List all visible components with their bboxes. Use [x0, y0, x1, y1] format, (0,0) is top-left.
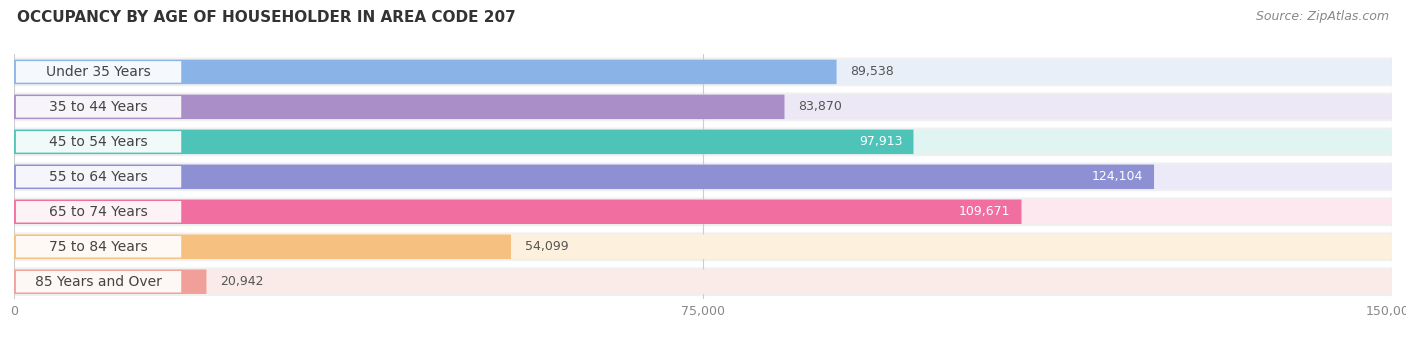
FancyBboxPatch shape	[14, 130, 914, 154]
Text: 75 to 84 Years: 75 to 84 Years	[49, 240, 148, 254]
FancyBboxPatch shape	[14, 165, 1392, 189]
FancyBboxPatch shape	[14, 128, 1392, 156]
FancyBboxPatch shape	[14, 267, 1392, 296]
FancyBboxPatch shape	[14, 57, 1392, 86]
FancyBboxPatch shape	[14, 59, 837, 84]
Text: 65 to 74 Years: 65 to 74 Years	[49, 205, 148, 219]
Text: OCCUPANCY BY AGE OF HOUSEHOLDER IN AREA CODE 207: OCCUPANCY BY AGE OF HOUSEHOLDER IN AREA …	[17, 10, 516, 25]
FancyBboxPatch shape	[15, 201, 181, 223]
FancyBboxPatch shape	[15, 96, 181, 118]
FancyBboxPatch shape	[14, 270, 1392, 294]
FancyBboxPatch shape	[14, 270, 207, 294]
Text: 35 to 44 Years: 35 to 44 Years	[49, 100, 148, 114]
FancyBboxPatch shape	[15, 236, 181, 257]
FancyBboxPatch shape	[14, 95, 1392, 119]
Text: Under 35 Years: Under 35 Years	[46, 65, 150, 79]
Text: 109,671: 109,671	[959, 205, 1011, 218]
Text: 97,913: 97,913	[859, 135, 903, 148]
FancyBboxPatch shape	[14, 59, 1392, 84]
FancyBboxPatch shape	[15, 166, 181, 188]
FancyBboxPatch shape	[14, 235, 1392, 259]
Text: 124,104: 124,104	[1091, 170, 1143, 183]
FancyBboxPatch shape	[14, 95, 785, 119]
FancyBboxPatch shape	[14, 92, 1392, 121]
FancyBboxPatch shape	[14, 165, 1154, 189]
Text: 45 to 54 Years: 45 to 54 Years	[49, 135, 148, 149]
FancyBboxPatch shape	[14, 200, 1022, 224]
FancyBboxPatch shape	[15, 271, 181, 292]
Text: 55 to 64 Years: 55 to 64 Years	[49, 170, 148, 184]
Text: 85 Years and Over: 85 Years and Over	[35, 275, 162, 289]
FancyBboxPatch shape	[15, 61, 181, 83]
FancyBboxPatch shape	[14, 235, 510, 259]
FancyBboxPatch shape	[14, 130, 1392, 154]
Text: 20,942: 20,942	[221, 275, 264, 288]
FancyBboxPatch shape	[15, 131, 181, 153]
Text: 83,870: 83,870	[799, 100, 842, 113]
FancyBboxPatch shape	[14, 233, 1392, 261]
FancyBboxPatch shape	[14, 198, 1392, 226]
Text: Source: ZipAtlas.com: Source: ZipAtlas.com	[1256, 10, 1389, 23]
FancyBboxPatch shape	[14, 200, 1392, 224]
Text: 89,538: 89,538	[851, 65, 894, 79]
Text: 54,099: 54,099	[524, 240, 568, 253]
FancyBboxPatch shape	[14, 163, 1392, 191]
